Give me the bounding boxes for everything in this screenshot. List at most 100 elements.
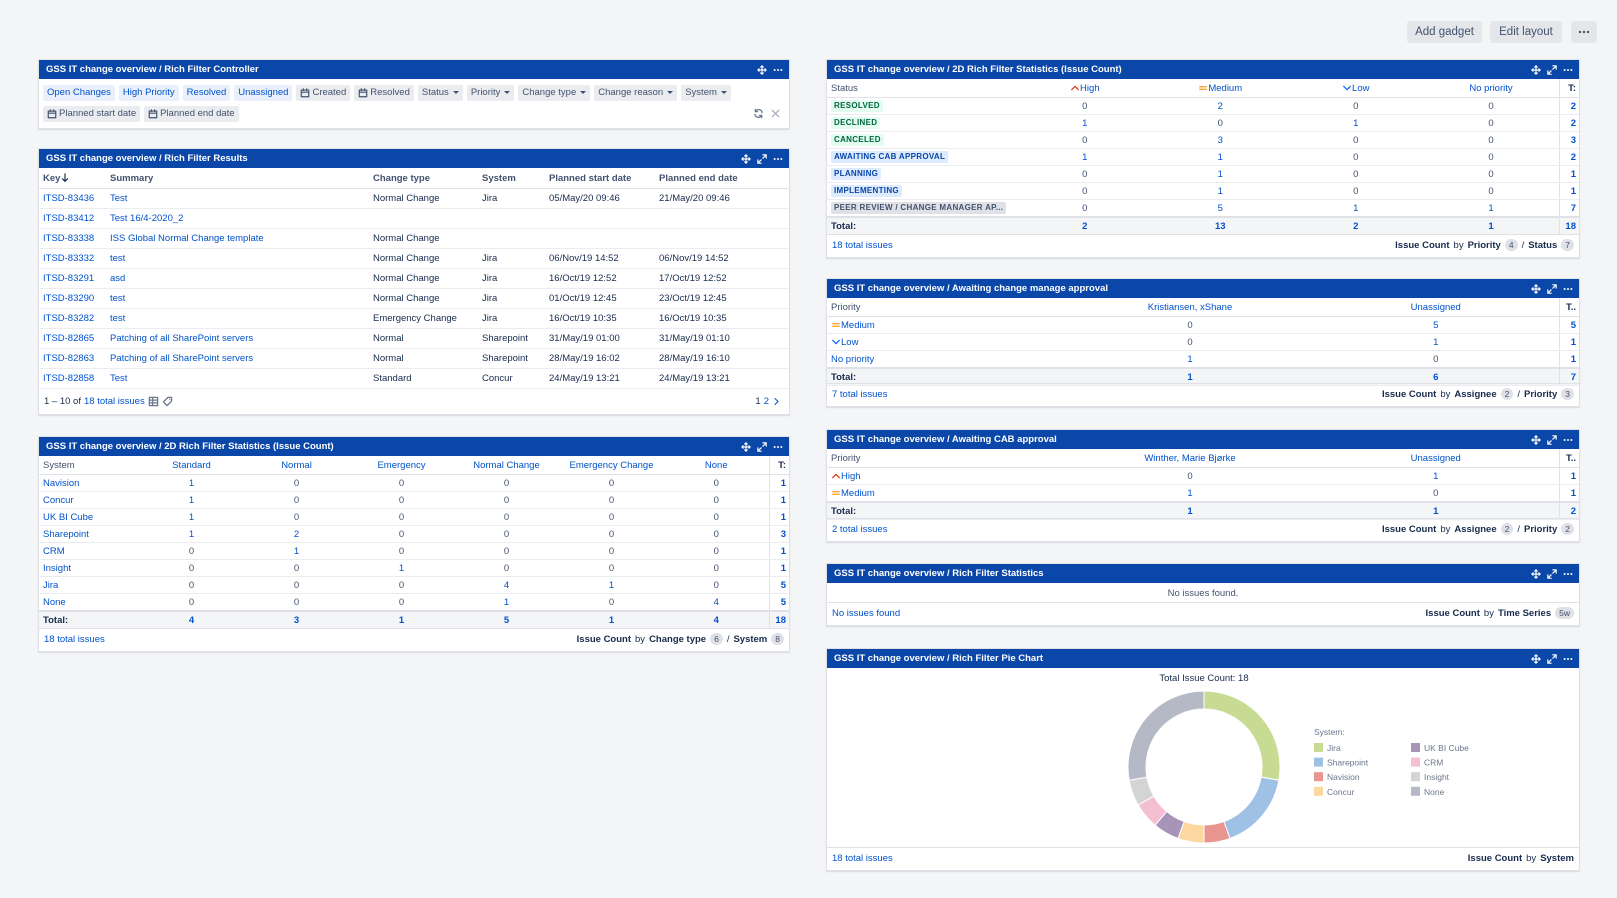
dots-icon[interactable]: [773, 65, 783, 75]
quick-filter[interactable]: Resolved: [182, 84, 231, 101]
summary[interactable]: Test: [106, 368, 369, 389]
cell-count[interactable]: 1: [349, 559, 454, 577]
grand-total[interactable]: 18: [1558, 216, 1579, 235]
dots-icon[interactable]: [1578, 26, 1590, 38]
row-name[interactable]: Medium: [841, 487, 875, 499]
cell-count[interactable]: 4: [454, 576, 559, 594]
row-total[interactable]: 1: [768, 542, 789, 560]
issue-key[interactable]: ITSD-82863: [39, 348, 106, 369]
column-name[interactable]: Unassigned: [1410, 452, 1461, 464]
row-total[interactable]: 5: [768, 593, 789, 612]
page-link[interactable]: 2: [763, 396, 769, 407]
total-issues-link[interactable]: 7 total issues: [832, 389, 888, 400]
status-lozenge[interactable]: AWAITING CAB APPROVAL: [831, 151, 949, 163]
grid-icon[interactable]: [148, 396, 159, 407]
summary[interactable]: asd: [106, 268, 369, 289]
cell-count[interactable]: 1: [1288, 199, 1424, 218]
summary[interactable]: ISS Global Normal Change template: [106, 228, 369, 249]
tag-icon[interactable]: [162, 396, 173, 407]
row-total[interactable]: 2: [1558, 114, 1579, 132]
grand-total[interactable]: 18: [768, 610, 789, 629]
total-count[interactable]: 1: [1067, 367, 1313, 386]
expand-icon[interactable]: [1547, 653, 1557, 664]
column-name[interactable]: Normal Change: [473, 459, 540, 471]
cell-count[interactable]: 1: [559, 576, 664, 594]
expand-icon[interactable]: [1547, 283, 1557, 294]
column-header[interactable]: Planned end date: [655, 168, 789, 189]
cell-count[interactable]: 1: [1067, 484, 1313, 503]
cell-count[interactable]: 1: [139, 508, 244, 526]
total-issues-link[interactable]: 18 total issues: [832, 853, 893, 864]
summary[interactable]: test: [106, 248, 369, 269]
issue-key[interactable]: ITSD-82865: [39, 328, 106, 349]
cell-count[interactable]: 1: [1313, 467, 1559, 485]
issue-key[interactable]: ITSD-83291: [39, 268, 106, 289]
issue-key[interactable]: ITSD-83338: [39, 228, 106, 249]
cell-count[interactable]: 1: [139, 525, 244, 543]
dots-icon[interactable]: [773, 154, 783, 164]
column-name[interactable]: Kristiansen, xShane: [1147, 301, 1233, 313]
total-count[interactable]: 4: [664, 610, 769, 629]
row-name[interactable]: Navision: [43, 477, 80, 489]
quick-filter[interactable]: High Priority: [118, 84, 179, 101]
edit-layout-button[interactable]: Edit layout: [1490, 21, 1562, 43]
expand-icon[interactable]: [757, 153, 767, 164]
move-icon[interactable]: [741, 153, 751, 164]
row-total[interactable]: 1: [768, 474, 789, 492]
total-issues-link[interactable]: 18 total issues: [832, 240, 893, 251]
total-issues-link[interactable]: 18 total issues: [83, 396, 145, 407]
total-count[interactable]: 6: [1313, 367, 1559, 386]
total-count[interactable]: 1: [349, 610, 454, 629]
date-filter[interactable]: Planned end date: [144, 105, 239, 122]
issue-key[interactable]: ITSD-82858: [39, 368, 106, 389]
row-name[interactable]: Concur: [43, 494, 74, 506]
row-total[interactable]: 1: [1558, 467, 1579, 485]
row-total[interactable]: 3: [768, 525, 789, 543]
cell-count[interactable]: 4: [664, 593, 769, 612]
summary[interactable]: Patching of all SharePoint servers: [106, 348, 369, 369]
cell-count[interactable]: 1: [139, 491, 244, 509]
issue-key[interactable]: ITSD-83282: [39, 308, 106, 329]
cell-count[interactable]: 5: [1313, 316, 1559, 334]
expand-icon[interactable]: [1547, 64, 1557, 75]
total-count[interactable]: 2: [1288, 216, 1424, 235]
move-icon[interactable]: [1531, 434, 1541, 445]
row-total[interactable]: 1: [768, 508, 789, 526]
summary[interactable]: test: [106, 288, 369, 309]
total-count[interactable]: 1: [1313, 501, 1559, 520]
cell-count[interactable]: 1: [1067, 350, 1313, 369]
row-total[interactable]: 1: [768, 559, 789, 577]
row-name[interactable]: Sharepoint: [43, 528, 89, 540]
dots-icon[interactable]: [1563, 284, 1573, 294]
row-total[interactable]: 1: [1558, 182, 1579, 200]
total-count[interactable]: 3: [244, 610, 349, 629]
move-icon[interactable]: [1531, 64, 1541, 75]
add-gadget-button[interactable]: Add gadget: [1407, 21, 1482, 43]
status-lozenge[interactable]: DECLINED: [831, 117, 881, 129]
status-lozenge[interactable]: PEER REVIEW / CHANGE MANAGER AP...: [831, 202, 1007, 214]
cell-count[interactable]: 1: [454, 593, 559, 612]
status-lozenge[interactable]: CANCELED: [831, 134, 884, 146]
column-header[interactable]: Summary: [106, 168, 369, 189]
row-total[interactable]: 1: [1558, 484, 1579, 503]
status-lozenge[interactable]: IMPLEMENTING: [831, 185, 902, 197]
refresh-icon[interactable]: [753, 108, 764, 119]
date-filter[interactable]: Resolved: [354, 84, 414, 101]
dots-icon[interactable]: [773, 442, 783, 452]
issue-key[interactable]: ITSD-83332: [39, 248, 106, 269]
column-name[interactable]: No priority: [1469, 82, 1513, 94]
date-filter[interactable]: Created: [296, 84, 351, 101]
dots-icon[interactable]: [1563, 569, 1573, 579]
expand-icon[interactable]: [1547, 568, 1557, 579]
cell-count[interactable]: 1: [1152, 182, 1288, 200]
row-total[interactable]: 5: [1558, 316, 1579, 334]
close-icon[interactable]: [770, 108, 781, 119]
move-icon[interactable]: [1531, 283, 1541, 294]
select-filter[interactable]: System: [681, 84, 731, 101]
column-name[interactable]: Emergency: [377, 459, 426, 471]
more-button[interactable]: [1571, 21, 1597, 43]
row-name[interactable]: Jira: [43, 579, 59, 591]
summary[interactable]: Test 16/4-2020_2: [106, 208, 369, 229]
row-total[interactable]: 3: [1558, 131, 1579, 149]
column-header[interactable]: System: [478, 168, 545, 189]
